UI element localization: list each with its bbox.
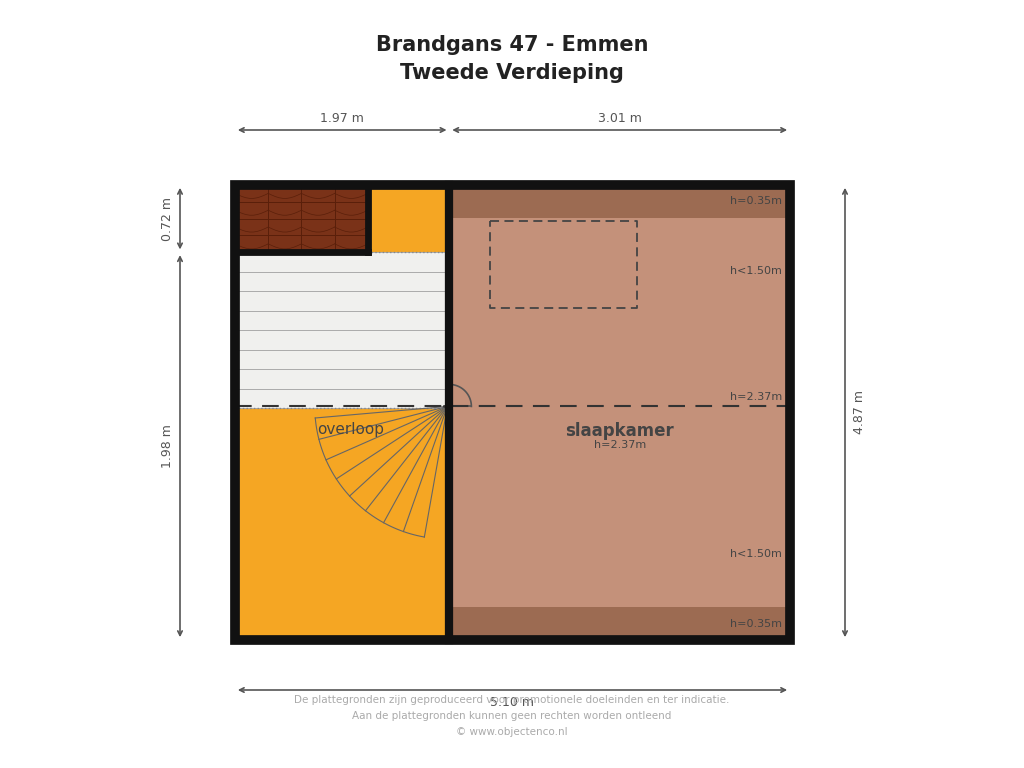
Bar [234, 252, 450, 409]
Bar [268, 202, 301, 219]
Bar [335, 236, 368, 252]
Bar [450, 325, 790, 406]
Bar [368, 185, 450, 252]
Text: 5.10 m: 5.10 m [490, 696, 535, 709]
Bar [301, 219, 335, 236]
Bar [234, 236, 268, 252]
Text: De plattegronden zijn geproduceerd voor promotionele doeleinden en ter indicatie: De plattegronden zijn geproduceerd voor … [294, 695, 730, 705]
Bar [234, 185, 268, 202]
Bar [234, 202, 268, 219]
Bar [450, 185, 790, 217]
Bar [234, 219, 268, 236]
Text: Brandgans 47 - Emmen: Brandgans 47 - Emmen [376, 35, 648, 55]
Bar [335, 185, 368, 202]
Text: Tweede Verdieping: Tweede Verdieping [400, 63, 624, 83]
Text: h=0.35m: h=0.35m [730, 197, 782, 207]
Text: 1.98 m: 1.98 m [161, 424, 174, 468]
Bar [268, 185, 301, 202]
Text: h=0.35m: h=0.35m [730, 619, 782, 629]
Text: overloop: overloop [316, 422, 384, 438]
Bar [335, 202, 368, 219]
Text: 3.01 m: 3.01 m [598, 112, 642, 125]
Text: 4.87 m: 4.87 m [853, 390, 866, 435]
Bar [234, 185, 368, 252]
Bar [301, 202, 335, 219]
Bar [450, 406, 790, 500]
Text: h=2.37m: h=2.37m [594, 440, 646, 450]
Text: Aan de plattegronden kunnen geen rechten worden ontleend: Aan de plattegronden kunnen geen rechten… [352, 711, 672, 721]
Text: h=2.37m: h=2.37m [730, 392, 782, 402]
Text: 0.72 m: 0.72 m [161, 197, 174, 240]
Bar [450, 500, 790, 607]
Bar [234, 409, 450, 640]
Text: © www.objectenco.nl: © www.objectenco.nl [456, 727, 568, 737]
Bar [268, 219, 301, 236]
Text: h<1.50m: h<1.50m [730, 266, 782, 276]
Bar [450, 607, 790, 640]
Bar [234, 185, 790, 640]
Text: 1.97 m: 1.97 m [321, 112, 365, 125]
Text: slaapkamer: slaapkamer [565, 422, 674, 440]
Bar [268, 236, 301, 252]
Bar [301, 185, 335, 202]
Text: h<1.50m: h<1.50m [730, 548, 782, 558]
Bar [450, 217, 790, 325]
Bar [301, 236, 335, 252]
Bar [335, 219, 368, 236]
